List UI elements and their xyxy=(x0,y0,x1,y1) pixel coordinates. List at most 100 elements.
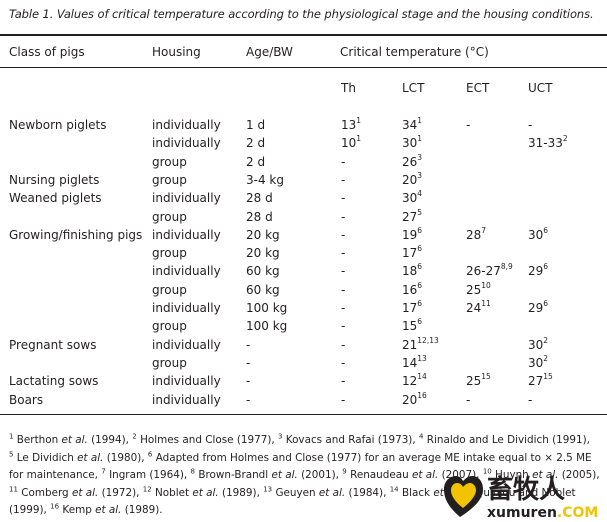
reference-superscript: 6 xyxy=(417,225,423,235)
watermark-brand: 畜牧人 xyxy=(487,474,565,505)
reference-superscript: 16 xyxy=(417,390,427,400)
cell-th: - xyxy=(341,374,346,389)
cell-lct: 2016 xyxy=(402,390,427,407)
cell-lct: 263 xyxy=(402,152,423,169)
footnotes: 1 Berthon et al. (1994), 2 Holmes and Cl… xyxy=(9,432,600,520)
reference-superscript: 6 xyxy=(417,262,423,272)
cell-cls: Growing/finishing pigs xyxy=(9,227,143,242)
footnote-6b: for maintenance, xyxy=(9,469,98,482)
cell-th: - xyxy=(341,191,346,206)
cell-lct: 156 xyxy=(402,317,423,334)
footnote-16: 16 Kemp et al. (1989). xyxy=(50,502,163,517)
cell-housing: individually xyxy=(152,301,221,315)
cell-uct: 296 xyxy=(528,262,549,279)
cell-uct: 302 xyxy=(528,335,549,352)
cell-lct: 304 xyxy=(402,189,423,206)
cell-ect: 287 xyxy=(466,225,487,242)
cell-cls: Weaned piglets xyxy=(9,191,102,206)
reference-superscript: 1 xyxy=(356,116,362,125)
cell-ect: - xyxy=(466,392,471,407)
cell-cls: Nursing piglets xyxy=(9,172,100,187)
cell-uct: 302 xyxy=(528,353,549,370)
cell-lct: 166 xyxy=(402,280,423,297)
reference-superscript: 15 xyxy=(481,372,491,382)
cell-housing: group xyxy=(152,172,187,187)
reference-superscript: 2 xyxy=(543,353,549,363)
cell-th: - xyxy=(341,246,346,261)
cell-ect: 2515 xyxy=(466,372,491,389)
reference-superscript: 13 xyxy=(417,353,427,363)
reference-superscript: 5 xyxy=(417,207,423,217)
cell-housing: group xyxy=(152,154,187,169)
reference-superscript: 6 xyxy=(417,299,423,308)
header-class: Class of pigs xyxy=(9,45,85,59)
top-rule xyxy=(0,34,607,36)
table-caption: Table 1. Values of critical temperature … xyxy=(9,7,594,21)
data-table: Class of pigs Housing Age/BW Critical te… xyxy=(9,45,568,407)
bottom-rule xyxy=(0,414,607,415)
cell-th: - xyxy=(341,355,346,370)
footnote-line: for maintenance, 7 Ingram (1964), 8 Brow… xyxy=(9,467,600,485)
cell-housing: individually xyxy=(152,136,221,151)
header-th: Th xyxy=(341,81,356,95)
reference-superscript: 6 xyxy=(543,262,549,272)
cell-age: 28 d xyxy=(246,209,273,224)
cell-lct: 301 xyxy=(402,134,423,151)
cell-age: 60 kg xyxy=(246,282,280,297)
cell-housing: individually xyxy=(152,392,221,407)
cell-lct: 196 xyxy=(402,225,423,242)
cell-th: - xyxy=(341,209,346,224)
header-housing: Housing xyxy=(152,45,201,59)
cell-lct: 186 xyxy=(402,262,423,279)
header-uct: UCT xyxy=(528,81,553,95)
cell-age: - xyxy=(246,337,251,352)
footnote-line: (1999), 16 Kemp et al. (1989). xyxy=(9,502,599,520)
footnote-2: 2 Holmes and Close (1977), xyxy=(132,432,275,446)
cell-age: - xyxy=(246,392,251,407)
cell-uct: - xyxy=(528,118,533,132)
cell-age: 2 d xyxy=(246,154,266,169)
header-ect: ECT xyxy=(466,81,490,95)
reference-superscript: 2 xyxy=(562,134,568,144)
cell-th: - xyxy=(341,172,346,187)
cell-age: 100 kg xyxy=(246,319,288,334)
cell-age: - xyxy=(246,374,251,389)
cell-uct: 31-332 xyxy=(528,134,568,151)
cell-age: 1 d xyxy=(246,118,266,132)
cell-age: 60 kg xyxy=(246,264,280,279)
reference-superscript: 6 xyxy=(417,244,423,254)
cell-age: 20 kg xyxy=(246,227,280,242)
reference-superscript: 6 xyxy=(543,299,549,308)
cell-housing: group xyxy=(152,355,187,370)
reference-superscript: 6 xyxy=(543,225,549,235)
cell-age: 3-4 kg xyxy=(246,172,284,187)
reference-superscript: 11 xyxy=(481,299,491,308)
cell-uct: - xyxy=(528,392,533,407)
footnote-4: 4 Rinaldo and Le Dividich (1991), xyxy=(418,432,590,446)
cell-housing: individually xyxy=(152,374,221,389)
footnote-6a: 6 Adapted from Holmes and Close (1977) f… xyxy=(147,450,592,464)
reference-superscript: 2 xyxy=(543,335,549,345)
reference-superscript: 6 xyxy=(417,317,423,327)
cell-housing: individually xyxy=(152,227,221,242)
cell-age: 20 kg xyxy=(246,246,280,261)
cell-th: - xyxy=(341,282,346,297)
cell-th: - xyxy=(341,227,346,242)
reference-superscript: 7 xyxy=(481,225,487,235)
footnote-15b: (1999), xyxy=(9,504,47,517)
footnote-8: 8 Brown-Brandl et al. (2001), xyxy=(190,467,339,482)
cell-housing: individually xyxy=(152,191,221,206)
cell-th: 101 xyxy=(341,134,362,151)
cell-housing: individually xyxy=(152,337,221,352)
footnote-10: 10 Huynh et al. (2005), xyxy=(482,467,600,482)
header-lct: LCT xyxy=(402,81,425,95)
cell-th: - xyxy=(341,154,346,169)
cell-lct: 176 xyxy=(402,244,423,261)
heart-logo-icon xyxy=(444,476,483,517)
cell-uct: 2715 xyxy=(528,372,553,389)
footnote-line: 5 Le Dividich et al. (1980), 6 Adapted f… xyxy=(9,450,599,468)
cell-th: - xyxy=(341,319,346,334)
footnote-13: 13 Geuyen et al. (1984), xyxy=(263,485,387,499)
cell-th: - xyxy=(341,264,346,279)
cell-lct: 203 xyxy=(402,170,423,187)
